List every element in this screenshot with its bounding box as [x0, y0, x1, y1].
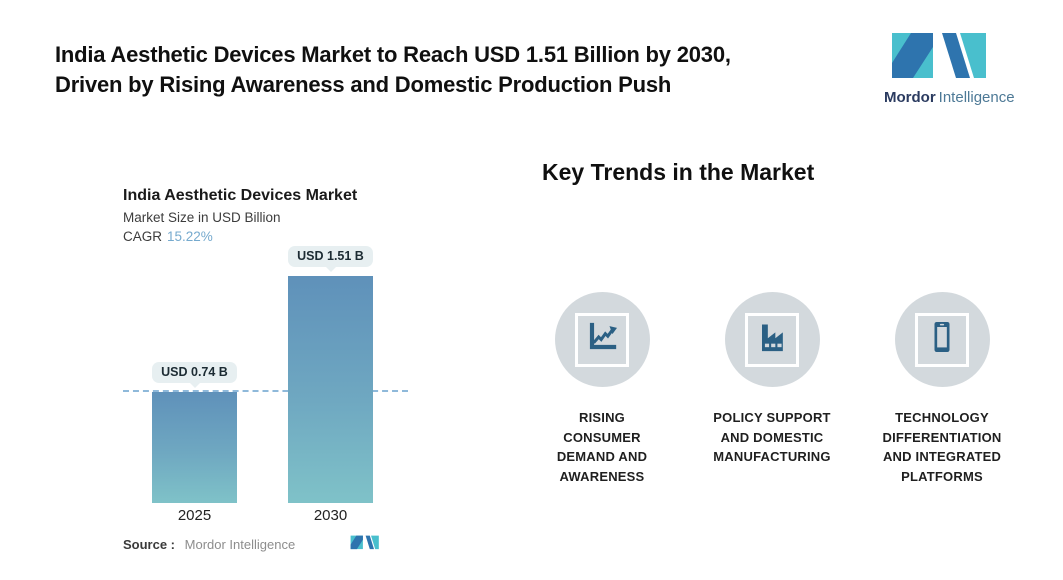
- brand-name-bold: Mordor: [884, 89, 936, 106]
- trends-heading: Key Trends in the Market: [542, 159, 815, 185]
- chart-title: India Aesthetic Devices Market: [123, 187, 358, 204]
- icon-frame: [575, 312, 629, 367]
- source-label: Source :: [123, 537, 176, 552]
- icon-frame: [915, 312, 969, 367]
- page-title: India Aesthetic Devices Market to Reach …: [55, 42, 731, 97]
- x-axis-label-2025: 2025: [177, 507, 212, 524]
- source-value: Mordor Intelligence: [184, 537, 296, 552]
- trend-card-policy-support: POLICY SUPPORT AND DOMESTIC MANUFACTURIN…: [687, 292, 857, 486]
- brand-name: Mordor Intelligence: [884, 89, 1034, 106]
- chart-subtitle: Market Size in USD Billion: [123, 210, 281, 225]
- trend-label: RISING CONSUMER DEMAND AND AWARENESS: [556, 410, 648, 484]
- source-row: Source : Mordor Intelligence: [123, 537, 295, 552]
- mordor-intelligence-logo-icon: [890, 32, 1034, 85]
- cagr-value: 15.22%: [167, 229, 213, 244]
- trends-row: RISING CONSUMER DEMAND AND AWARENESS POL…: [517, 292, 1029, 486]
- bar-2025: [152, 392, 237, 503]
- trend-label: POLICY SUPPORT AND DOMESTIC MANUFACTURIN…: [713, 410, 831, 464]
- reference-dashed-line: [123, 390, 408, 392]
- trend-circle: [894, 292, 990, 387]
- mordor-intelligence-mini-logo-icon: [350, 535, 380, 555]
- brand-name-light: Intelligence: [938, 89, 1015, 106]
- factory-icon: [752, 317, 792, 362]
- cagr-label: CAGR: [123, 229, 163, 244]
- trend-label: TECHNOLOGY DIFFERENTIATION AND INTEGRATE…: [882, 410, 1002, 484]
- trend-circle: [724, 292, 820, 387]
- x-axis-label-2030: 2030: [313, 507, 348, 524]
- line-chart-icon: [582, 317, 622, 362]
- chart-cagr: CAGR 15.22%: [123, 229, 213, 244]
- value-label-2030: USD 1.51 B: [288, 246, 373, 272]
- trend-circle: [554, 292, 650, 387]
- bar-2030: [288, 276, 373, 503]
- brand-logo: Mordor Intelligence: [884, 32, 1034, 106]
- value-label-2025: USD 0.74 B: [152, 362, 237, 388]
- bar-chart-plot: USD 0.74 B USD 1.51 B: [123, 240, 408, 503]
- trend-card-consumer-demand: RISING CONSUMER DEMAND AND AWARENESS: [517, 292, 687, 486]
- smartphone-icon: [922, 317, 962, 362]
- icon-frame: [745, 312, 799, 367]
- trend-card-technology: TECHNOLOGY DIFFERENTIATION AND INTEGRATE…: [857, 292, 1027, 486]
